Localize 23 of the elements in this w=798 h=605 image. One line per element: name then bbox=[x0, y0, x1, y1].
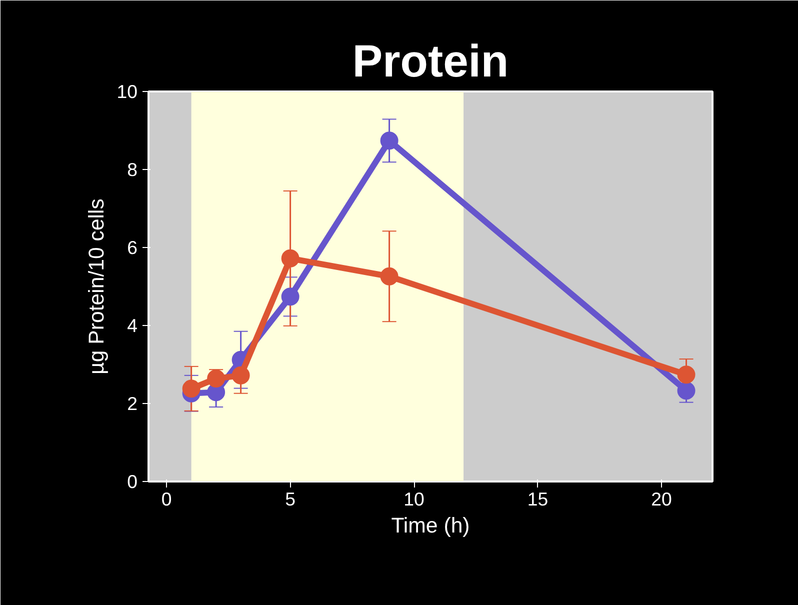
point bbox=[281, 249, 300, 268]
point bbox=[182, 380, 200, 398]
point bbox=[207, 370, 226, 388]
x-tick-label: 5 bbox=[285, 488, 296, 510]
x-tick-label: 10 bbox=[404, 488, 424, 510]
y-tick-label: 4 bbox=[127, 315, 138, 336]
x-axis-title: Time (h) bbox=[391, 514, 470, 538]
x-tick-label: 15 bbox=[527, 488, 548, 510]
x-tick-label: 20 bbox=[651, 488, 672, 510]
y-tick-label: 8 bbox=[127, 159, 138, 180]
y-tick-label: 0 bbox=[127, 471, 138, 492]
x-tick-label: 0 bbox=[161, 488, 172, 510]
y-tick-label: 2 bbox=[127, 393, 138, 414]
point bbox=[677, 382, 696, 400]
point bbox=[677, 366, 696, 384]
point bbox=[380, 132, 398, 150]
y-tick-label: 10 bbox=[116, 81, 138, 102]
chart-title: Protein bbox=[352, 36, 509, 86]
point bbox=[281, 288, 300, 306]
y-tick-label: 6 bbox=[127, 237, 138, 258]
y-axis-title: µg Protein/10 cells bbox=[84, 198, 109, 374]
point bbox=[380, 267, 398, 286]
point bbox=[232, 366, 250, 384]
